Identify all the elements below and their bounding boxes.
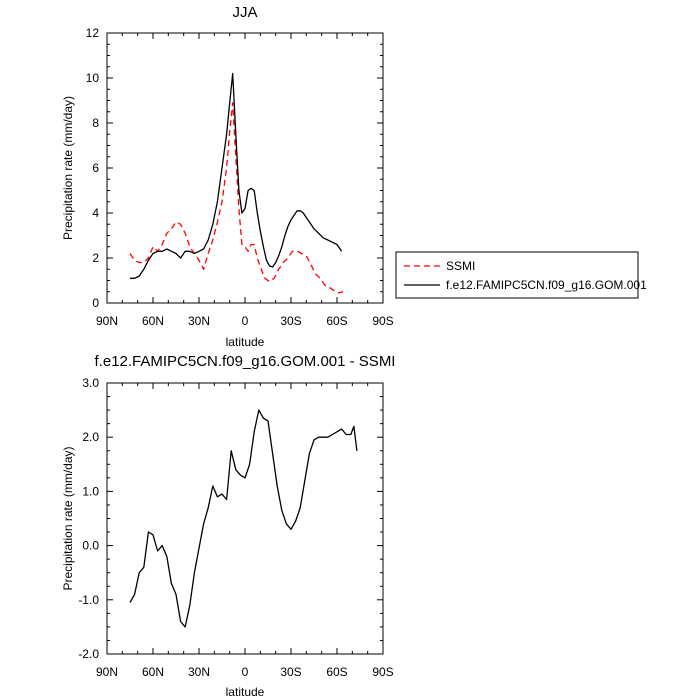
x-tick-label: 30S [280, 314, 301, 328]
y-tick-label: -1.0 [78, 593, 99, 607]
x-tick-label: 30S [280, 665, 301, 679]
y-tick-label: 3.0 [82, 376, 99, 390]
x-tick-label: 60S [326, 314, 347, 328]
x-tick-label: 90N [96, 314, 118, 328]
x-tick-label: 0 [242, 314, 249, 328]
bottom-panel: f.e12.FAMIPC5CN.f09_g16.GOM.001 - SSMI 90… [61, 353, 395, 699]
x-tick-label: 90S [372, 314, 393, 328]
legend-label: f.e12.FAMIPC5CN.f09_g16.GOM.001 [446, 278, 647, 292]
x-tick-label: 60N [142, 665, 164, 679]
x-axis-label: latitude [226, 335, 265, 349]
y-axis-label: Precipitation rate (mm/day) [61, 96, 75, 240]
y-tick-label: 1.0 [82, 484, 99, 498]
chart-title: JJA [232, 4, 257, 21]
y-tick-label: 2 [92, 251, 99, 265]
x-tick-label: 30N [188, 665, 210, 679]
legend: SSMI f.e12.FAMIPC5CN.f09_g16.GOM.001 [395, 251, 647, 299]
series-line-f-e12-famipc5cn-f09-g16-gom-001 [130, 72, 343, 279]
difference-series-line [129, 409, 358, 628]
y-tick-label: -2.0 [78, 647, 99, 661]
top-panel: JJA 90N 60N 30N 0 30S 60S 90S 0 2 4 6 8 10 12 latitude P… [61, 4, 394, 349]
plot-frame [106, 32, 384, 304]
y-axis-label: Precipitation rate (mm/day) [61, 446, 75, 590]
series-line-ssmi [129, 102, 344, 294]
y-tick-label: 2.0 [82, 430, 99, 444]
legend-box [395, 251, 639, 299]
legend-label: SSMI [446, 259, 475, 273]
x-tick-label: 60S [326, 665, 347, 679]
x-tick-label: 60N [142, 314, 164, 328]
y-tick-label: 4 [92, 206, 99, 220]
plot-frame [106, 382, 384, 655]
x-tick-label: 0 [242, 665, 249, 679]
x-axis-label: latitude [226, 685, 265, 699]
y-tick-label: 8 [92, 116, 99, 130]
x-tick-label: 30N [188, 314, 210, 328]
x-tick-label: 90S [372, 665, 393, 679]
y-tick-label: 6 [92, 161, 99, 175]
y-tick-label: 0 [92, 296, 99, 310]
x-tick-label: 90N [96, 665, 118, 679]
chart-title: f.e12.FAMIPC5CN.f09_g16.GOM.001 - SSMI [95, 353, 396, 370]
y-tick-label: 10 [86, 71, 100, 85]
y-tick-label: 0.0 [82, 539, 99, 553]
y-tick-label: 12 [86, 26, 100, 40]
